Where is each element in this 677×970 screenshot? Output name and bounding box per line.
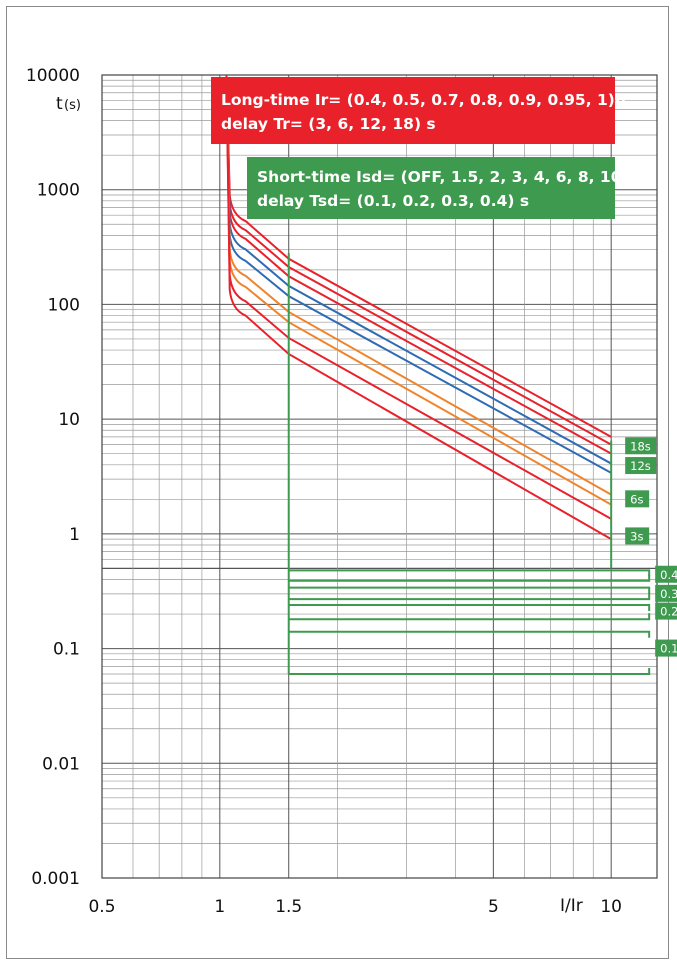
long-time-line2: delay Tr= (3, 6, 12, 18) s: [221, 115, 436, 133]
short-time-band-top: [288, 603, 651, 611]
curve-delay-tag-box: [625, 490, 650, 508]
y-tick-label: 1: [69, 525, 80, 545]
band-delay-tag-label: 0.2s: [660, 605, 677, 619]
band-delay-tag-label: 0.1s: [660, 642, 677, 656]
curve-delay-tag-box: [625, 527, 650, 545]
y-tick-label: 0.1: [53, 640, 80, 660]
y-axis-label-main: t: [56, 94, 63, 114]
short-time-bands: [287, 253, 651, 676]
y-tick-label: 0.001: [31, 869, 80, 889]
axis-ticks: 10000 1000 100 10 1 0.1 0.01 0.001 0.5 1 1.5 5 10: [26, 66, 622, 917]
curve-delay-tag-label: 6s: [630, 492, 643, 506]
plot-border: [101, 74, 658, 879]
long-time-annotation-box: [211, 77, 615, 144]
short-time-band-bottom: [288, 613, 651, 621]
short-time-band-top: [288, 630, 651, 638]
y-tick-label: 10000: [26, 66, 80, 86]
long-time-annotation: Long-time Ir= (0.4, 0.5, 0.7, 0.8, 0.9, …: [211, 77, 626, 144]
short-time-band-top: [288, 586, 651, 594]
short-time-band-bottom: [288, 574, 651, 582]
short-time-band-top: [288, 569, 651, 577]
short-time-band-bottom: [288, 593, 651, 601]
x-tick-label: 5: [488, 897, 499, 917]
x-tick-label: 0.5: [88, 897, 115, 917]
curve-delay-tag-box: [625, 437, 657, 455]
long-time-line1: Long-time Ir= (0.4, 0.5, 0.7, 0.8, 0.9, …: [221, 91, 626, 109]
y-axis-label: t (s): [56, 94, 81, 114]
long-time-curve-red: [225, 74, 612, 540]
y-tick-label: 10: [58, 410, 80, 430]
y-tick-label: 100: [48, 295, 80, 315]
short-time-annotation: Short-time Isd= (OFF, 1.5, 2, 3, 4, 6, 8…: [247, 157, 634, 219]
short-time-line1: Short-time Isd= (OFF, 1.5, 2, 3, 4, 6, 8…: [257, 168, 634, 186]
band-delay-tag-box: [655, 602, 677, 620]
delay-tags: 18s 12s 6s 3s 0.4s 0.3s 0.2s 0.1s: [625, 437, 677, 657]
x-tick-label: 1.5: [275, 897, 302, 917]
y-axis-label-unit: (s): [64, 98, 81, 113]
short-time-line2: delay Tsd= (0.1, 0.2, 0.3, 0.4) s: [257, 192, 529, 210]
chart-frame: [6, 6, 669, 959]
band-delay-tag-label: 0.4s: [660, 568, 677, 582]
curve-delay-tag-label: 3s: [630, 529, 643, 543]
band-delay-tag-box: [655, 565, 677, 583]
long-time-curves: [225, 74, 612, 540]
short-time-annotation-box: [247, 157, 615, 219]
curve-delay-tag-box: [625, 457, 657, 475]
curve-delay-tag-label: 18s: [630, 439, 651, 453]
curve-delay-tag-label: 12s: [630, 459, 651, 473]
y-tick-label: 1000: [37, 181, 80, 201]
short-time-band-bottom: [288, 668, 651, 676]
band-delay-tag-box: [655, 639, 677, 657]
x-tick-label: 1: [214, 897, 225, 917]
band-delay-tag-box: [655, 584, 677, 602]
x-axis-label: I/Ir: [560, 896, 583, 916]
x-tick-label: 10: [600, 897, 622, 917]
band-delay-tag-label: 0.3s: [660, 587, 677, 601]
y-tick-label: 0.01: [42, 754, 80, 774]
